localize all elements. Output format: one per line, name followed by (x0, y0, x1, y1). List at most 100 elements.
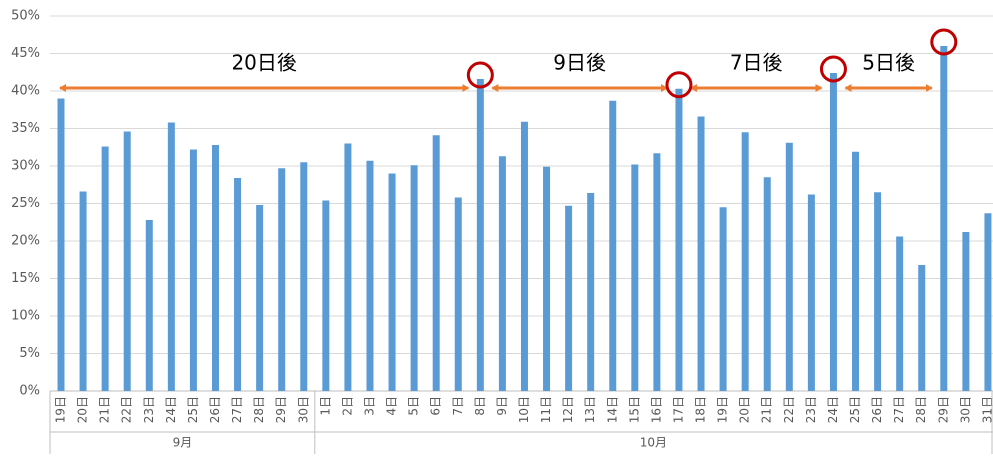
bar (322, 200, 330, 391)
bar (79, 191, 87, 391)
group-label: 9月 (173, 436, 193, 450)
y-tick-label: 5% (19, 346, 40, 361)
x-tick-label: 24日 (826, 396, 840, 423)
bar (543, 166, 551, 391)
annotation-label: 5日後 (862, 51, 915, 75)
annotation-label: 7日後 (730, 51, 783, 75)
highlight-circle (466, 61, 494, 89)
y-tick-label: 50% (11, 9, 40, 24)
x-tick-label: 17日 (671, 396, 685, 423)
x-tick-label: 5日 (407, 396, 421, 416)
y-tick-label: 20% (11, 234, 40, 249)
y-tick-label: 0% (19, 384, 40, 399)
x-tick-label: 31日 (980, 396, 993, 423)
x-tick-label: 23日 (142, 396, 156, 423)
annotation-label: 9日後 (553, 51, 606, 75)
x-tick-label: 11日 (539, 396, 553, 423)
bar (807, 194, 815, 391)
x-tick-label: 21日 (760, 396, 774, 423)
x-tick-label: 15日 (627, 396, 641, 423)
y-tick-label: 15% (11, 271, 40, 286)
x-tick-label: 26日 (208, 396, 222, 423)
highlight-circle (930, 28, 958, 56)
x-tick-label: 10日 (517, 396, 531, 423)
x-tick-label: 16日 (649, 396, 663, 423)
bar (234, 178, 242, 391)
x-tick-label: 1日 (318, 396, 332, 416)
bar (741, 132, 749, 391)
x-tick-label: 27日 (892, 396, 906, 423)
bar (344, 143, 352, 391)
bar (388, 173, 396, 391)
y-tick-label: 30% (11, 159, 40, 174)
x-tick-label: 20日 (738, 396, 752, 423)
x-tick-label: 7日 (451, 396, 465, 416)
x-tick-label: 27日 (230, 396, 244, 423)
x-tick-label: 8日 (473, 396, 487, 416)
x-tick-label: 3日 (362, 396, 376, 416)
bar (587, 193, 595, 391)
y-tick-label: 40% (11, 84, 40, 99)
bar (631, 164, 639, 391)
x-tick-label: 25日 (848, 396, 862, 423)
bar (852, 151, 860, 391)
x-tick-label: 20日 (76, 396, 90, 423)
bar (565, 205, 573, 391)
y-tick-label: 35% (11, 121, 40, 136)
bar (896, 236, 904, 391)
bar (520, 121, 528, 391)
bar (189, 149, 197, 391)
bar (167, 122, 175, 391)
x-tick-label: 25日 (186, 396, 200, 423)
bar (123, 131, 131, 391)
bar (829, 73, 837, 391)
x-tick-label: 6日 (429, 396, 443, 416)
x-tick-label: 24日 (164, 396, 178, 423)
annotation-label: 20日後 (231, 51, 296, 75)
x-tick-label: 21日 (98, 396, 112, 423)
y-tick-label: 10% (11, 309, 40, 324)
bar (476, 79, 484, 391)
bar (785, 142, 793, 391)
bar (984, 213, 992, 391)
bar (719, 207, 727, 391)
x-tick-label: 22日 (782, 396, 796, 423)
y-tick-label: 25% (11, 196, 40, 211)
x-tick-label: 29日 (274, 396, 288, 423)
x-tick-label: 22日 (120, 396, 134, 423)
x-tick-label: 13日 (583, 396, 597, 423)
group-label: 10月 (640, 436, 667, 450)
highlight-circle (665, 71, 693, 99)
x-tick-label: 19日 (716, 396, 730, 423)
bar (410, 165, 418, 391)
x-tick-label: 12日 (561, 396, 575, 423)
bar (697, 116, 705, 391)
y-tick-label: 45% (11, 46, 40, 61)
bar (763, 177, 771, 391)
bar (101, 146, 109, 391)
x-tick-label: 19日 (54, 396, 68, 423)
bar (653, 153, 661, 391)
bar (211, 145, 219, 391)
x-tick-label: 28日 (914, 396, 928, 423)
bar (918, 265, 926, 391)
x-tick-label: 26日 (870, 396, 884, 423)
x-tick-label: 4日 (385, 396, 399, 416)
bar (609, 100, 617, 391)
x-tick-label: 29日 (936, 396, 950, 423)
bar (874, 192, 882, 391)
x-tick-label: 23日 (804, 396, 818, 423)
x-tick-label: 30日 (958, 396, 972, 423)
x-tick-label: 18日 (694, 396, 708, 423)
bar (432, 135, 440, 391)
bar (940, 46, 948, 391)
bar (675, 88, 683, 391)
x-tick-label: 30日 (296, 396, 310, 423)
bar (145, 220, 153, 391)
bar (366, 160, 374, 391)
bar (256, 205, 264, 391)
x-tick-label: 28日 (252, 396, 266, 423)
bar (454, 197, 462, 391)
x-tick-label: 9日 (495, 396, 509, 416)
